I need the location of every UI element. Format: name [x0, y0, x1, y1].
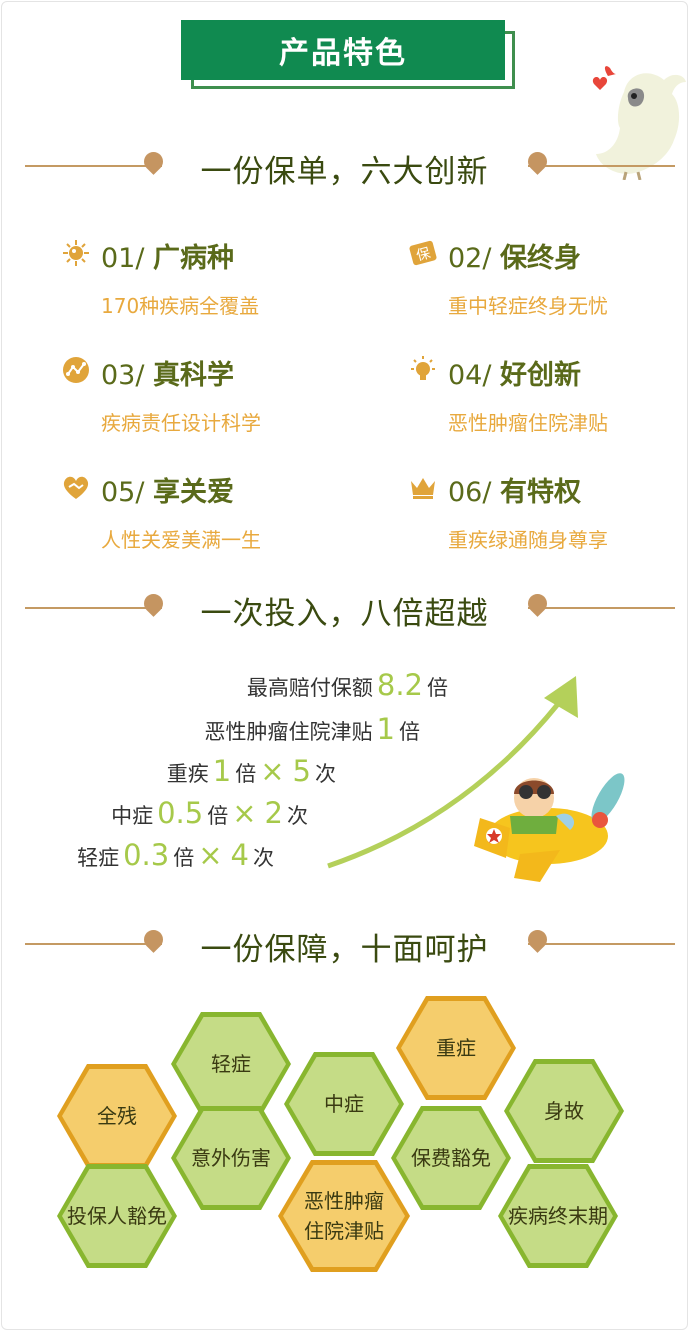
- divider-right: [528, 607, 675, 609]
- coverage-hex: 全残: [57, 1064, 177, 1168]
- divider-right: [528, 165, 675, 167]
- section-header-innovations: 一份保单，六大创新: [0, 146, 689, 190]
- feature-desc: 人性关爱美满一生: [101, 528, 261, 552]
- feature-desc: 重疾绿通随身尊享: [448, 528, 608, 552]
- airplane-kid-illustration: [474, 773, 625, 882]
- section-title: 一次投入，八倍超越: [200, 596, 489, 632]
- bao-tag-icon: 保: [409, 240, 437, 266]
- feature-title: 02/ 保终身: [448, 243, 582, 274]
- lightbulb-icon: [411, 356, 435, 380]
- section-header-multipliers: 一次投入，八倍超越: [0, 588, 689, 632]
- multiplier-row: 重疾 1 倍 × 5 次: [166, 754, 336, 788]
- multiplier-row: 轻症 0.3 倍 × 4 次: [77, 838, 274, 872]
- divider-left: [25, 165, 162, 167]
- feature-desc: 恶性肿瘤住院津贴: [448, 411, 608, 435]
- divider-right: [528, 943, 675, 945]
- feature-title: 03/ 真科学: [101, 360, 235, 391]
- multiplier-row: 最高赔付保额 8.2 倍: [246, 668, 448, 702]
- divider-left: [25, 607, 162, 609]
- coverage-hex: 投保人豁免: [57, 1164, 177, 1268]
- chart-circle-icon: [63, 357, 89, 383]
- svg-text:保: 保: [415, 245, 433, 264]
- crown-icon: [411, 478, 435, 499]
- divider-left: [25, 943, 162, 945]
- coverage-hex: 保费豁免: [391, 1106, 511, 1210]
- coverage-hex: 身故: [504, 1059, 624, 1163]
- coverage-hex: 疾病终末期: [498, 1164, 618, 1268]
- feature-desc: 重中轻症终身无忧: [448, 294, 608, 318]
- coverage-hex: 轻症: [171, 1012, 291, 1116]
- multiplier-row: 恶性肿瘤住院津贴 1 倍: [204, 712, 420, 746]
- feature-desc: 170种疾病全覆盖: [101, 294, 260, 318]
- feature-title: 01/ 广病种: [101, 243, 235, 274]
- section-title: 一份保单，六大创新: [200, 154, 489, 190]
- section-header-coverage: 一份保障，十面呵护: [0, 924, 689, 968]
- multiplier-row: 中症 0.5 倍 × 2 次: [111, 796, 308, 830]
- heart-hands-icon: [63, 476, 89, 499]
- coverage-hex: 中症: [284, 1052, 404, 1156]
- feature-title: 05/ 享关爱: [101, 477, 235, 508]
- feature-title: 06/ 有特权: [448, 477, 582, 508]
- section-title: 一份保障，十面呵护: [200, 932, 489, 968]
- virus-icon: [63, 240, 89, 266]
- cockatoo-illustration: [592, 66, 686, 180]
- feature-title: 04/ 好创新: [448, 360, 582, 391]
- growth-arrow-icon: [327, 676, 578, 869]
- banner-title: 产品特色: [181, 20, 505, 80]
- multiplier-list: 最高赔付保额 8.2 倍 恶性肿瘤住院津贴 1 倍 重疾 1 倍 × 5 次 中症 0.5 倍 × 2 次 …: [0, 668, 448, 878]
- coverage-hex: 意外伤害: [171, 1106, 291, 1210]
- feature-desc: 疾病责任设计科学: [101, 411, 261, 435]
